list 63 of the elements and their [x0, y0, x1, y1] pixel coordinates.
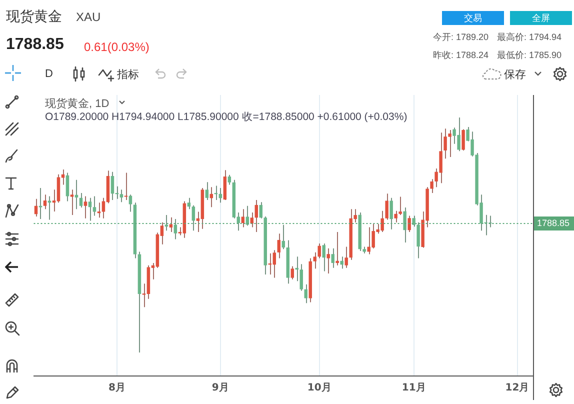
candlestick: [38, 188, 42, 220]
text: 最低价: 1785.90: [497, 49, 562, 62]
candlestick: [66, 172, 70, 202]
candlestick: [43, 194, 47, 210]
candlestick: [241, 208, 245, 228]
candlestick: [344, 246, 348, 268]
text: D: [45, 68, 53, 80]
text: 全屏: [510, 11, 572, 25]
candlestick: [164, 214, 168, 232]
chart-subtitle: XAU: [76, 10, 101, 24]
text: 0.61(0.03%): [84, 40, 150, 54]
candlestick: [462, 128, 465, 151]
candlestick: [205, 182, 209, 201]
candlestick: [272, 250, 276, 278]
candlestick: [92, 196, 96, 216]
x-tick-label: 11月: [402, 382, 426, 394]
x-tick-label: 12月: [505, 382, 530, 394]
candlestick: [110, 171, 114, 201]
candlestick: [304, 284, 308, 304]
annotation: O1789.20000 H1794.94000 L1785.90000 收=1788.85000 +0.61000 (+0.03%): [45, 110, 408, 124]
text: 现货黄金, 1D: [45, 97, 110, 111]
candlestick: [187, 197, 191, 210]
candlestick: [48, 196, 52, 220]
text: 1788.85: [6, 36, 64, 54]
candlestick: [250, 212, 254, 228]
candlestick: [326, 248, 330, 274]
candlestick: [34, 198, 38, 217]
candlestick: [74, 179, 78, 210]
candlestick: [290, 266, 294, 280]
text: 指标: [117, 68, 139, 82]
candlestick: [223, 170, 227, 201]
candlestick: [79, 192, 83, 208]
candlestick: [385, 193, 388, 220]
text: 1788.85: [537, 218, 570, 228]
candlestick: [228, 174, 232, 186]
text: 保存: [504, 68, 526, 82]
candlestick: [336, 231, 339, 266]
candlestick: [192, 204, 196, 232]
candlestick: [169, 216, 173, 232]
text: 昨收: 1788.24: [433, 49, 489, 62]
candlestick: [331, 248, 334, 268]
x-tick-label: 10月: [307, 382, 332, 394]
candlestick: [56, 174, 60, 204]
candlestick: [84, 196, 88, 219]
candlestick: [259, 202, 263, 219]
candlestick: [128, 194, 132, 212]
candlestick: [408, 215, 411, 232]
x-tick-label: 8月: [108, 382, 126, 394]
candlestick: [120, 189, 124, 203]
candlestick: [88, 197, 92, 222]
text: 最高价: 1794.94: [497, 31, 562, 44]
text: 今开: 1789.20: [433, 31, 489, 44]
candlestick: [174, 218, 178, 240]
chart-title: 现货黄金: [6, 8, 62, 26]
candlestick: [282, 224, 285, 250]
candlestick: [403, 207, 406, 244]
candlestick: [277, 233, 280, 259]
candlestick: [254, 200, 258, 232]
candlestick: [390, 197, 393, 230]
candlestick: [322, 242, 326, 272]
x-tick-label: 9月: [212, 382, 229, 394]
candlestick: [340, 256, 344, 270]
text: 交易: [442, 11, 504, 25]
